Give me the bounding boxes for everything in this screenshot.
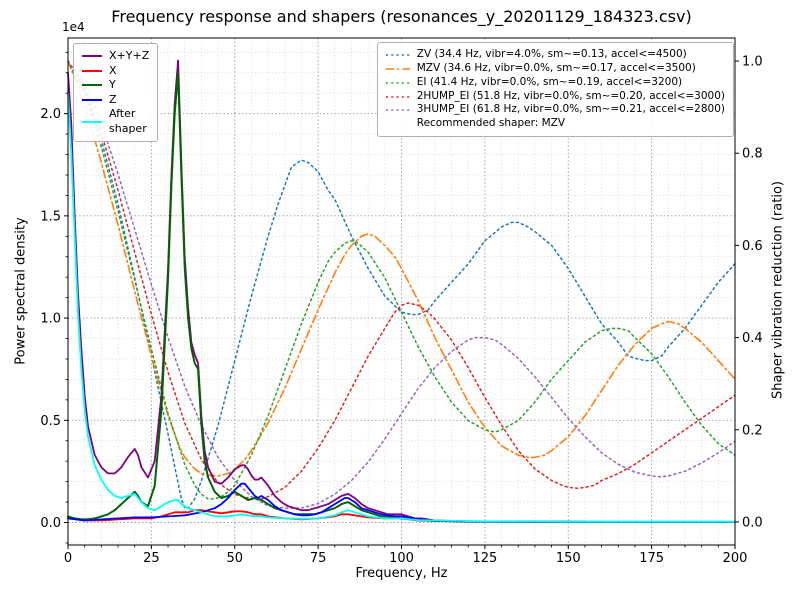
x-tick-label: 75: [310, 551, 327, 566]
legend-item-x: X: [82, 64, 149, 79]
x-tick-label: 50: [226, 551, 243, 566]
legend-label: Y: [109, 78, 116, 92]
legend-label: After shaper: [109, 107, 147, 135]
legend-label: EI (41.4 Hz, vibr=0.0%, sm~=0.19, accel<…: [416, 75, 683, 88]
y-right-tick-label: 0.4: [742, 331, 763, 346]
recommended-shaper-note: Recommended shaper: MZV: [416, 117, 566, 130]
3hump-ei-line-swatch: [385, 109, 410, 112]
x-tick-label: 125: [472, 551, 497, 566]
series-ei-line: [67, 60, 736, 500]
y-left-tick-label: 1.5: [40, 209, 61, 224]
legend-label: X: [109, 63, 117, 77]
x-tick-label: 175: [639, 551, 664, 566]
after-shaper-line-swatch: [82, 120, 102, 123]
y-axis-left-label: Power spectral density: [13, 217, 29, 365]
chart-title: Frequency response and shapers (resonanc…: [111, 7, 692, 26]
y-line-swatch: [82, 84, 102, 87]
y-left-tick-label: 0.0: [40, 516, 61, 531]
x-tick-label: 0: [64, 551, 72, 566]
2hump-ei-line-swatch: [385, 95, 410, 98]
legend-item-2hump-ei: 2HUMP_EI (51.8 Hz, vibr=0.0%, sm~=0.20, …: [385, 89, 725, 104]
legend-label: 3HUMP_EI (61.8 Hz, vibr=0.0%, sm~=0.21, …: [416, 103, 725, 116]
y-right-tick-label: 0.6: [742, 239, 763, 254]
series-mzv-line: [67, 60, 736, 477]
x-line-swatch: [82, 69, 102, 72]
series-3hump-ei-line: [67, 60, 736, 509]
ei-line-swatch: [385, 81, 410, 84]
shaper-legend: ZV (34.4 Hz, vibr=4.0%, sm~=0.13, accel<…: [376, 42, 734, 138]
x-tick-label: 25: [143, 551, 160, 566]
legend-label: MZV (34.6 Hz, vibr=0.0%, sm~=0.17, accel…: [416, 61, 696, 74]
y-axis-offset-text: 1e4: [62, 20, 85, 34]
x-tick-label: 200: [723, 551, 748, 566]
psd-legend: X+Y+Z X Y Z After shaper: [73, 43, 159, 143]
y-right-tick-label: 1.0: [742, 55, 763, 70]
legend-label: ZV (34.4 Hz, vibr=4.0%, sm~=0.13, accel<…: [416, 48, 687, 60]
legend-item-zv: ZV (34.4 Hz, vibr=4.0%, sm~=0.13, accel<…: [385, 48, 725, 62]
y-left-tick-label: 1.0: [40, 312, 61, 327]
legend-item-3hump-ei: 3HUMP_EI (61.8 Hz, vibr=0.0%, sm~=0.21, …: [385, 103, 725, 117]
series-2hump-ei-line: [67, 60, 736, 500]
y-axis-right-label: Shaper vibration reduction (ratio): [770, 181, 786, 399]
series-zv-line: [67, 60, 736, 509]
y-left-tick-label: 0.5: [40, 414, 61, 429]
legend-item-xyz: X+Y+Z: [82, 49, 149, 64]
legend-label: X+Y+Z: [109, 49, 150, 62]
mzv-line-swatch: [385, 67, 410, 70]
legend-item-y: Y: [82, 78, 149, 93]
y-right-tick-label: 0.0: [742, 515, 763, 530]
legend-item-mzv: MZV (34.6 Hz, vibr=0.0%, sm~=0.17, accel…: [385, 61, 725, 76]
y-right-tick-label: 0.8: [742, 147, 763, 162]
series-after-shaper-line: [67, 92, 736, 523]
y-right-tick-label: 0.2: [742, 423, 763, 438]
y-left-tick-label: 2.0: [40, 107, 61, 122]
legend-item-ei: EI (41.4 Hz, vibr=0.0%, sm~=0.19, accel<…: [385, 75, 725, 90]
legend-label: Z: [109, 92, 117, 106]
xyz-line-swatch: [82, 55, 102, 58]
legend-item-z: Z: [82, 93, 149, 108]
x-tick-label: 100: [389, 551, 414, 566]
legend-item-after-shaper: After shaper: [82, 107, 149, 136]
x-axis-label: Frequency, Hz: [355, 566, 448, 581]
x-tick-label: 150: [556, 551, 581, 566]
z-line-swatch: [82, 98, 102, 101]
zv-line-swatch: [385, 54, 410, 56]
legend-label: 2HUMP_EI (51.8 Hz, vibr=0.0%, sm~=0.20, …: [416, 89, 725, 102]
